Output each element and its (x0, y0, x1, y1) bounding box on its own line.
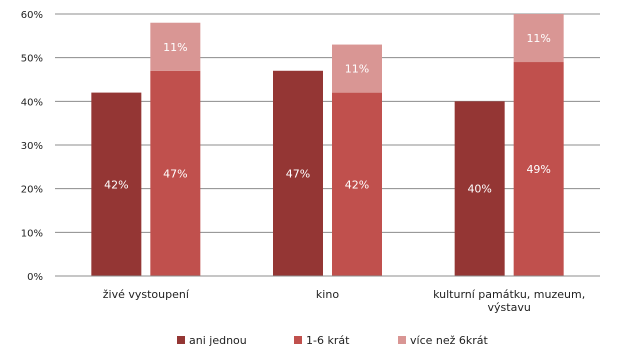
legend-swatch (294, 336, 302, 344)
data-label: 49% (526, 163, 550, 176)
bar (273, 70, 323, 277)
bar (332, 44, 382, 93)
y-tick-label: 30% (21, 141, 43, 152)
bar (454, 101, 505, 276)
data-label: 47% (286, 167, 310, 180)
y-tick-label: 20% (21, 185, 43, 196)
y-tick-label: 50% (21, 54, 43, 65)
bar (150, 22, 201, 71)
y-tick-label: 60% (21, 10, 43, 21)
data-label: 40% (467, 183, 491, 196)
category-label: kino (316, 288, 339, 301)
category-label: živé vystoupení (103, 288, 190, 301)
data-label: 11% (163, 41, 187, 54)
data-label: 11% (345, 63, 369, 76)
y-tick-label: 40% (21, 97, 43, 108)
legend-label: 1-6 krát (306, 334, 350, 347)
bar (513, 14, 564, 63)
category-label: výstavu (488, 301, 531, 314)
data-label: 11% (526, 32, 550, 45)
data-label: 42% (104, 178, 128, 191)
y-tick-label: 10% (21, 228, 43, 239)
legend-swatch (398, 336, 406, 344)
bar (150, 70, 201, 277)
legend-label: ani jednou (189, 334, 247, 347)
legend-swatch (177, 336, 185, 344)
legend: ani jednou 1-6 krát více než 6krát (177, 334, 489, 347)
bar (332, 92, 382, 276)
bar (91, 92, 142, 276)
legend-label: více než 6krát (410, 334, 489, 347)
category-label: kulturní památku, muzeum, (433, 288, 585, 301)
data-label: 42% (345, 178, 369, 191)
bar (513, 62, 564, 277)
data-label: 47% (163, 167, 187, 180)
y-tick-label: 0% (27, 272, 43, 283)
